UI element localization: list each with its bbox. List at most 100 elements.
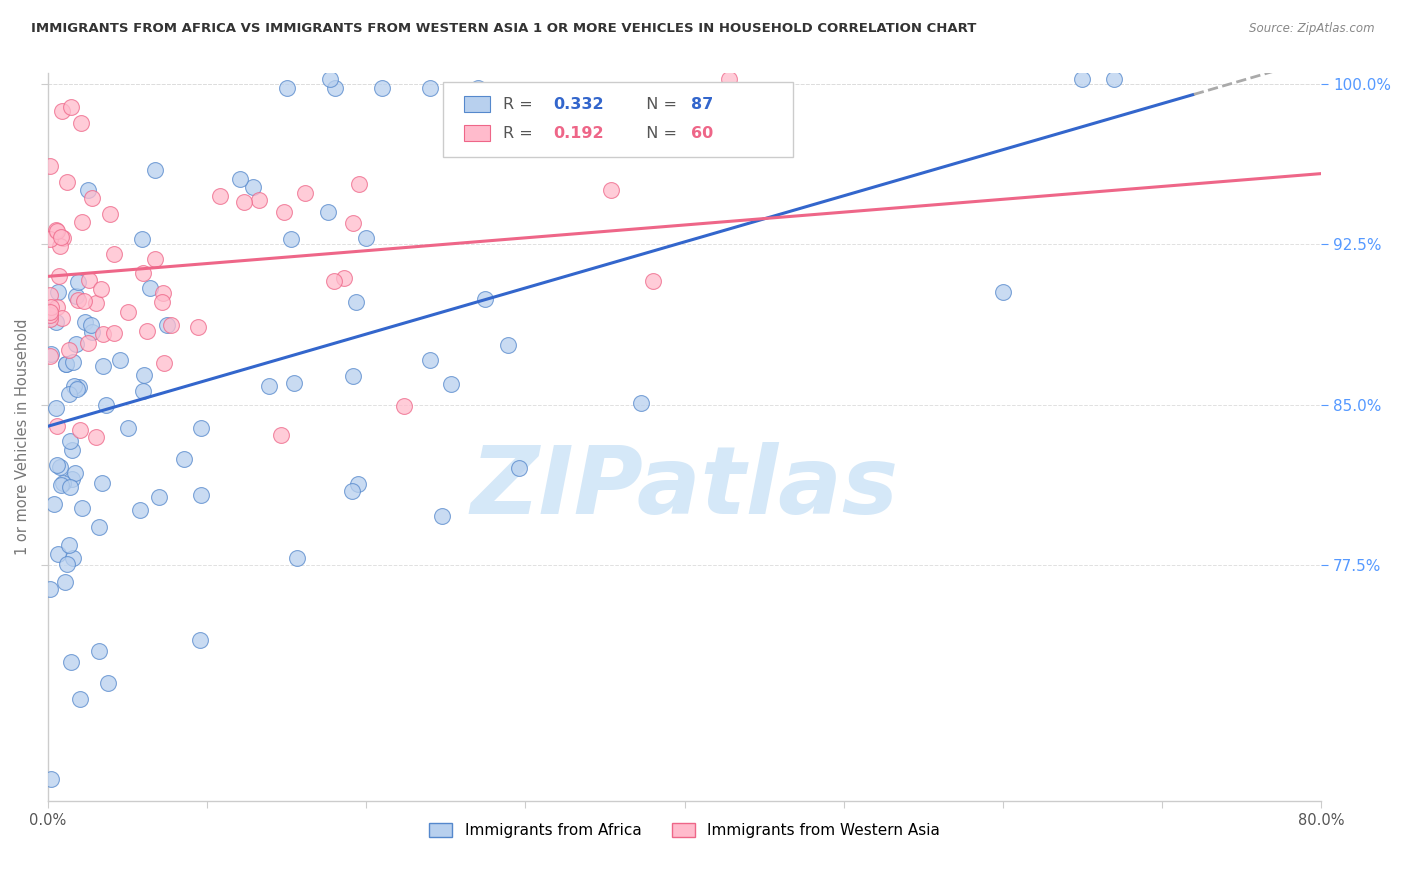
Text: N =: N = bbox=[637, 96, 682, 112]
Text: Source: ZipAtlas.com: Source: ZipAtlas.com bbox=[1250, 22, 1375, 36]
Text: R =: R = bbox=[502, 96, 537, 112]
Point bbox=[152, 285, 174, 300]
Point bbox=[39, 288, 62, 302]
Point bbox=[51, 311, 73, 326]
Point bbox=[58, 343, 80, 358]
Point bbox=[333, 271, 356, 285]
Point bbox=[1071, 72, 1094, 87]
Point bbox=[247, 193, 270, 207]
Point bbox=[45, 419, 67, 434]
Point bbox=[67, 380, 90, 394]
Point bbox=[159, 318, 181, 332]
Point bbox=[59, 479, 82, 493]
Point bbox=[392, 399, 415, 413]
Point bbox=[285, 550, 308, 565]
Point bbox=[593, 116, 616, 130]
Point bbox=[69, 116, 91, 130]
Point bbox=[46, 458, 69, 472]
Point bbox=[641, 274, 664, 288]
Point bbox=[340, 483, 363, 498]
Point bbox=[242, 179, 264, 194]
Point bbox=[60, 655, 83, 669]
Point bbox=[440, 377, 463, 392]
Point bbox=[39, 772, 62, 787]
Point bbox=[280, 232, 302, 246]
Point bbox=[132, 384, 155, 399]
Point bbox=[38, 311, 60, 326]
Point bbox=[69, 423, 91, 437]
Point bbox=[49, 230, 72, 244]
Point bbox=[39, 300, 62, 314]
Point bbox=[65, 337, 87, 351]
Point bbox=[103, 326, 125, 340]
Point bbox=[73, 293, 96, 308]
Point bbox=[70, 501, 93, 516]
Point bbox=[91, 359, 114, 373]
Point bbox=[156, 318, 179, 332]
Point bbox=[98, 206, 121, 220]
FancyBboxPatch shape bbox=[443, 82, 793, 157]
Point bbox=[38, 232, 60, 246]
Text: ZIPatlas: ZIPatlas bbox=[471, 442, 898, 534]
Point bbox=[48, 268, 70, 283]
Point bbox=[84, 430, 107, 444]
Point bbox=[60, 443, 83, 458]
Point bbox=[148, 490, 170, 504]
Point bbox=[430, 508, 453, 523]
Point bbox=[173, 452, 195, 467]
Point bbox=[62, 355, 84, 369]
Text: N =: N = bbox=[637, 126, 682, 141]
Bar bbox=[464, 96, 489, 112]
Point bbox=[66, 293, 89, 307]
Point bbox=[79, 318, 101, 332]
Point bbox=[991, 285, 1014, 300]
Point bbox=[97, 676, 120, 690]
Y-axis label: 1 or more Vehicles in Household: 1 or more Vehicles in Household bbox=[15, 318, 30, 555]
Point bbox=[56, 175, 79, 189]
Point bbox=[90, 475, 112, 490]
Point bbox=[63, 466, 86, 480]
Point bbox=[467, 81, 489, 95]
Point bbox=[38, 305, 60, 319]
Point bbox=[319, 72, 342, 87]
Point bbox=[96, 398, 118, 412]
Text: 60: 60 bbox=[690, 126, 713, 141]
Point bbox=[496, 337, 519, 351]
Point bbox=[344, 295, 367, 310]
Point bbox=[58, 538, 80, 552]
Point bbox=[70, 214, 93, 228]
Point bbox=[276, 81, 298, 95]
Point bbox=[93, 326, 115, 341]
Point bbox=[342, 216, 364, 230]
Point bbox=[66, 383, 89, 397]
Point bbox=[103, 247, 125, 261]
Point bbox=[153, 356, 176, 370]
Point bbox=[45, 223, 67, 237]
Point bbox=[270, 428, 292, 442]
Point bbox=[58, 387, 80, 401]
Text: R =: R = bbox=[502, 126, 537, 141]
Point bbox=[38, 349, 60, 363]
Point bbox=[87, 520, 110, 534]
Point bbox=[229, 171, 252, 186]
Point bbox=[90, 282, 112, 296]
Point bbox=[323, 81, 346, 95]
Bar bbox=[464, 126, 489, 142]
Point bbox=[59, 100, 82, 114]
Point bbox=[132, 266, 155, 280]
Point bbox=[349, 177, 371, 191]
Point bbox=[59, 434, 82, 448]
Point bbox=[49, 478, 72, 492]
Point bbox=[1104, 72, 1126, 87]
Point bbox=[145, 252, 167, 267]
Point bbox=[55, 557, 77, 571]
Point bbox=[283, 376, 305, 390]
Point bbox=[354, 230, 377, 244]
Point bbox=[77, 183, 100, 197]
Point bbox=[347, 477, 370, 491]
Point bbox=[117, 421, 139, 435]
Point bbox=[129, 502, 152, 516]
Point bbox=[48, 547, 70, 561]
Point bbox=[76, 335, 98, 350]
Point bbox=[80, 191, 103, 205]
